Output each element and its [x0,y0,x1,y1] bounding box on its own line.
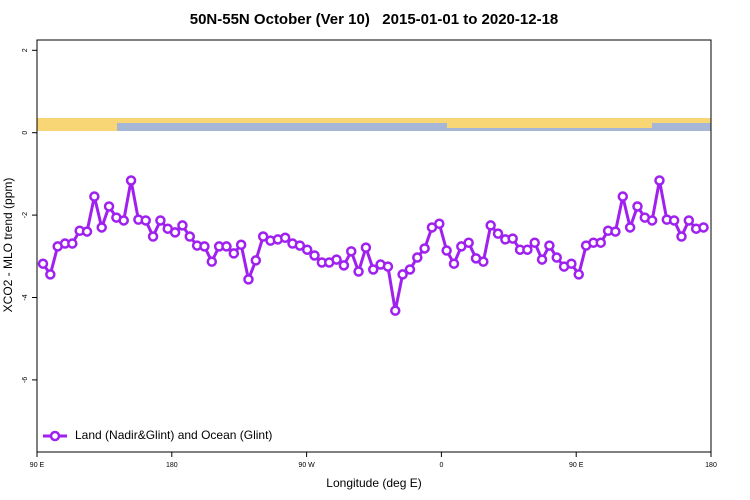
data-point [676,231,687,242]
chart-title: 50N-55N October (Ver 10) 2015-01-01 to 2… [190,11,559,28]
data-point [360,242,372,253]
data-point [257,231,269,242]
data-point [617,191,629,202]
data-point [67,238,78,249]
data-point [45,269,56,280]
data-point [338,260,350,271]
data-point [419,243,430,254]
data-point [294,240,306,251]
data-point [654,175,665,186]
data-point [221,241,232,252]
y-axis-label: XCO2 - MLO trend (ppm) [1,178,15,313]
data-point [125,175,137,186]
data-point [397,269,408,280]
data-point [478,256,489,267]
data-point [243,274,254,285]
land-patch [652,118,711,123]
land-patch [117,118,447,123]
data-point [309,250,320,261]
data-point [331,254,342,265]
data-point [595,237,607,248]
x-tick-label: 90 W [298,462,315,469]
land-patch [447,118,652,128]
data-point [551,252,562,263]
data-point [103,201,115,212]
y-tick-label: -6 [22,377,29,383]
data-point [353,266,364,277]
data-point [96,222,107,233]
data-point [404,264,416,275]
data-point [169,227,181,238]
land-ocean-strip [37,118,711,131]
x-axis-label: Longitude (deg E) [326,476,421,490]
data-point [368,264,379,275]
data-point [646,215,658,226]
data-point [390,305,401,316]
data-point [412,252,423,263]
data-point [199,241,210,252]
data-point [89,191,100,202]
x-tick-label: 180 [166,462,178,469]
legend-marker [49,430,61,442]
data-point [301,244,313,255]
land-patch [37,118,117,131]
data-point [507,233,518,244]
data-point [434,218,445,230]
data-point [441,245,452,256]
data-point [235,239,247,251]
data-point [250,255,262,266]
data-point [610,226,621,237]
x-tick-label: 180 [705,462,717,469]
data-point [177,220,188,231]
data-point [140,215,151,226]
data-point [492,228,504,239]
data-point [632,201,643,212]
data-point [382,261,394,272]
data-point [448,258,460,269]
data-point [529,237,540,248]
x-tick-label: 90 E [30,462,45,469]
data-point [155,215,166,226]
data-point [683,215,695,226]
data-point [463,237,474,248]
data-point [81,226,93,237]
y-tick-label: 2 [22,48,29,52]
data-point [279,232,291,244]
data-point [522,244,533,255]
data-point [624,222,636,233]
data-point [345,246,357,257]
legend-label: Land (Nadir&Glint) and Ocean (Glint) [75,428,272,442]
data-point [147,231,159,242]
data-point [544,240,555,251]
x-tick-label: 0 [439,462,443,469]
y-tick-label: -4 [22,294,29,300]
data-point [536,254,548,265]
plot-frame [36,39,712,453]
data-point [573,269,584,280]
data-point [485,220,496,231]
y-tick-label: -2 [22,212,29,218]
x-tick-label: 90 E [569,462,584,469]
data-point [206,256,218,267]
data-point [184,231,196,242]
data-point [698,222,709,233]
data-point [37,258,49,269]
data-point [228,248,240,259]
data-point [118,215,129,226]
y-tick-label: 0 [22,131,29,135]
data-point [566,258,577,269]
data-point [668,215,680,226]
